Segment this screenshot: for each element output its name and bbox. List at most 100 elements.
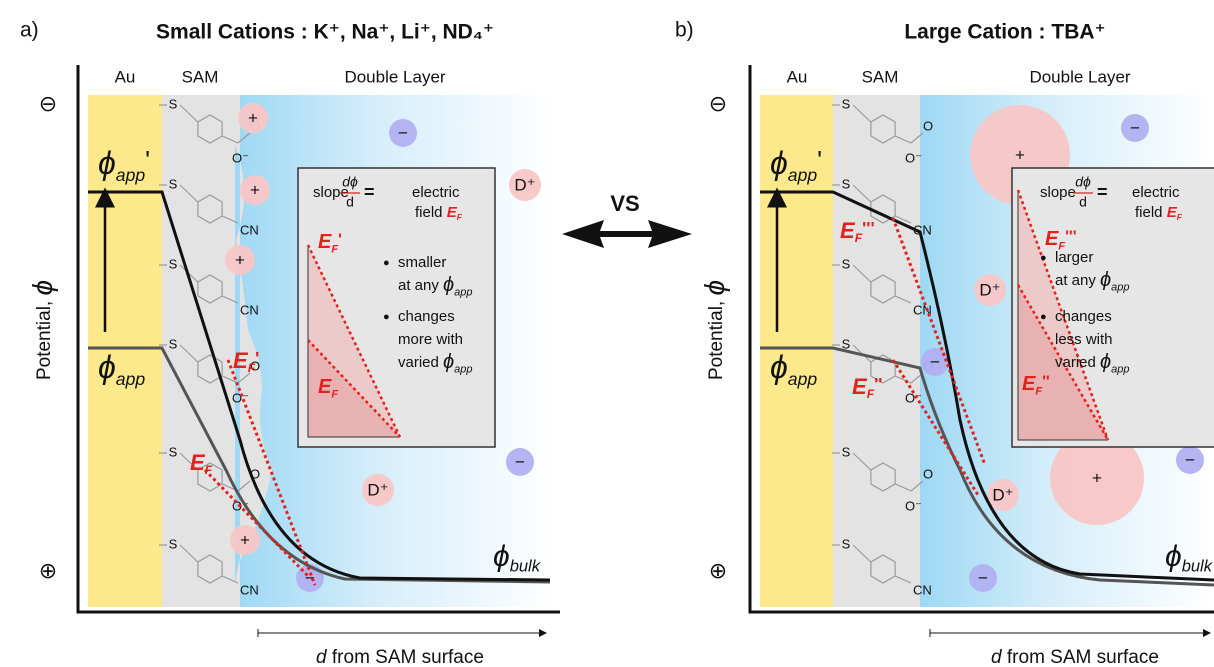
molecule-atom: S [169, 256, 178, 271]
x-axis-text: from SAM surface [327, 647, 484, 667]
symbol-main: ϕ [1165, 540, 1182, 573]
symbol-sub: bulk [510, 558, 541, 576]
ion-label: − [930, 352, 940, 371]
ion-label: − [515, 452, 525, 471]
molecule-atom: S [169, 336, 178, 351]
symbol-sub: app [788, 165, 818, 185]
inset-equals: = [1097, 182, 1108, 202]
vs-label: VS [610, 191, 639, 216]
bullet-line: at any [398, 277, 443, 294]
symbol-main: ϕ [98, 145, 116, 181]
symbol-sub: F [205, 463, 213, 477]
symbol-main: ϕ [443, 351, 454, 373]
bullet-text: larger [1055, 249, 1093, 266]
ion-label: − [1130, 118, 1140, 137]
inset-field-word: field [1135, 204, 1167, 221]
ion-label: − [1185, 450, 1195, 469]
ion-label: D⁺ [367, 480, 388, 499]
bullet-text: smaller [398, 254, 446, 271]
bullet-line: varied [1055, 354, 1100, 371]
symbol-main: ϕ [443, 274, 454, 296]
bullet-line: more with [398, 331, 463, 348]
symbol-main: ϕ [98, 349, 116, 385]
symbol-prime: ' [817, 147, 822, 175]
symbol-main: E [190, 450, 206, 475]
symbol-sub: app [1111, 363, 1129, 375]
molecule-atom: S [169, 176, 178, 191]
panel-label: b) [675, 19, 694, 42]
bullet-line: at any [1055, 272, 1100, 289]
panels: SOO⁻SCNSCNSOO⁻SOO⁻SCN+++D⁺D⁺+−−−AuSAMDou… [20, 19, 1214, 667]
bullet-line: varied [398, 354, 443, 371]
bullet-text: more with [398, 331, 463, 348]
charge-top: ⊖ [709, 91, 727, 116]
molecule-group: CN [240, 302, 259, 317]
panel-title: Large Cation : TBA⁺ [904, 21, 1105, 44]
symbol-prime: ' [338, 232, 342, 249]
symbol-main: E [318, 376, 332, 398]
ion-label: − [978, 568, 988, 587]
ion-label: D⁺ [514, 175, 535, 194]
symbol-sub: app [788, 369, 818, 389]
bullet-text: changes [1055, 308, 1112, 325]
bullet-line: changes [398, 308, 455, 325]
symbol-prime: '' [1042, 374, 1050, 391]
charge-top: ⊖ [39, 91, 57, 116]
region-label: Au [787, 67, 808, 86]
y-axis-text: Potential, [34, 296, 55, 381]
symbol-sub: app [454, 286, 472, 298]
ion-label: + [250, 180, 260, 199]
inset-field-word: field [415, 204, 447, 221]
symbol-prime: ''' [862, 218, 875, 238]
y-axis-label: Potential, ϕ [27, 280, 58, 380]
molecule-atom: S [169, 444, 178, 459]
symbol-main: E [852, 374, 868, 399]
charge-bottom: ⊕ [39, 558, 57, 583]
ion-label: + [1092, 468, 1102, 487]
inset-field-text: field EF [1135, 204, 1183, 222]
symbol-main: ϕ [493, 540, 510, 573]
symbol-sub: app [116, 165, 146, 185]
diagram: VS SOO⁻SCNSCNSOO⁻SOO⁻SCN+++D⁺D⁺+−−−AuSAM… [0, 0, 1214, 667]
symbol-sub: bulk [1182, 558, 1213, 576]
symbol-main: E [1022, 373, 1036, 395]
inset-field-text: electric [412, 184, 460, 201]
inset-numerator: dϕ [342, 174, 358, 190]
vs-arrow [562, 220, 692, 248]
molecule-atom: S [169, 536, 178, 551]
region-label: SAM [862, 67, 899, 86]
symbol-prime: ' [145, 147, 150, 175]
panel: SOO⁻SCNSCNSOO⁻SOO⁻SCN++D⁺D⁺−−−−AuSAMDoub… [675, 19, 1214, 667]
y-axis-text: Potential, [706, 296, 727, 381]
x-axis-label: d from SAM surface [991, 647, 1159, 667]
y-axis-label: Potential, ϕ [699, 280, 730, 380]
inset-denominator: d [1079, 194, 1087, 210]
molecule-atom: O⁻ [905, 150, 922, 165]
y-axis-symbol: ϕ [27, 280, 58, 296]
region-label: Au [115, 67, 136, 86]
bullet-line: smaller [398, 254, 446, 271]
symbol-main: E [1045, 228, 1059, 250]
symbol-prime: ' [255, 348, 259, 368]
ion-label: + [235, 250, 245, 269]
molecule-group: CN [913, 582, 932, 597]
ion-label: D⁺ [992, 485, 1013, 504]
symbol-main: E [233, 348, 249, 373]
inset-denominator: d [346, 194, 354, 210]
y-axis-symbol: ϕ [699, 280, 730, 296]
symbol-main: ϕ [770, 145, 788, 181]
region-label: SAM [182, 67, 219, 86]
region-label: Double Layer [344, 67, 445, 86]
molecule-group: CN [240, 582, 259, 597]
ion-label: + [248, 108, 258, 127]
molecule-atom: S [842, 256, 851, 271]
panel-title: Small Cations : K⁺, Na⁺, Li⁺, ND₄⁺ [156, 21, 494, 44]
symbol-prime: ''' [1065, 229, 1076, 246]
figure: VS SOO⁻SCNSCNSOO⁻SOO⁻SCN+++D⁺D⁺+−−−AuSAM… [0, 0, 1214, 667]
inset-field-text: field EF [415, 204, 463, 222]
molecule-atom: O [923, 466, 933, 481]
symbol-sub: F [331, 388, 338, 400]
bullet-dot: ● [383, 257, 390, 269]
symbol-main: E [840, 218, 856, 243]
symbol-prime: '' [874, 374, 882, 394]
